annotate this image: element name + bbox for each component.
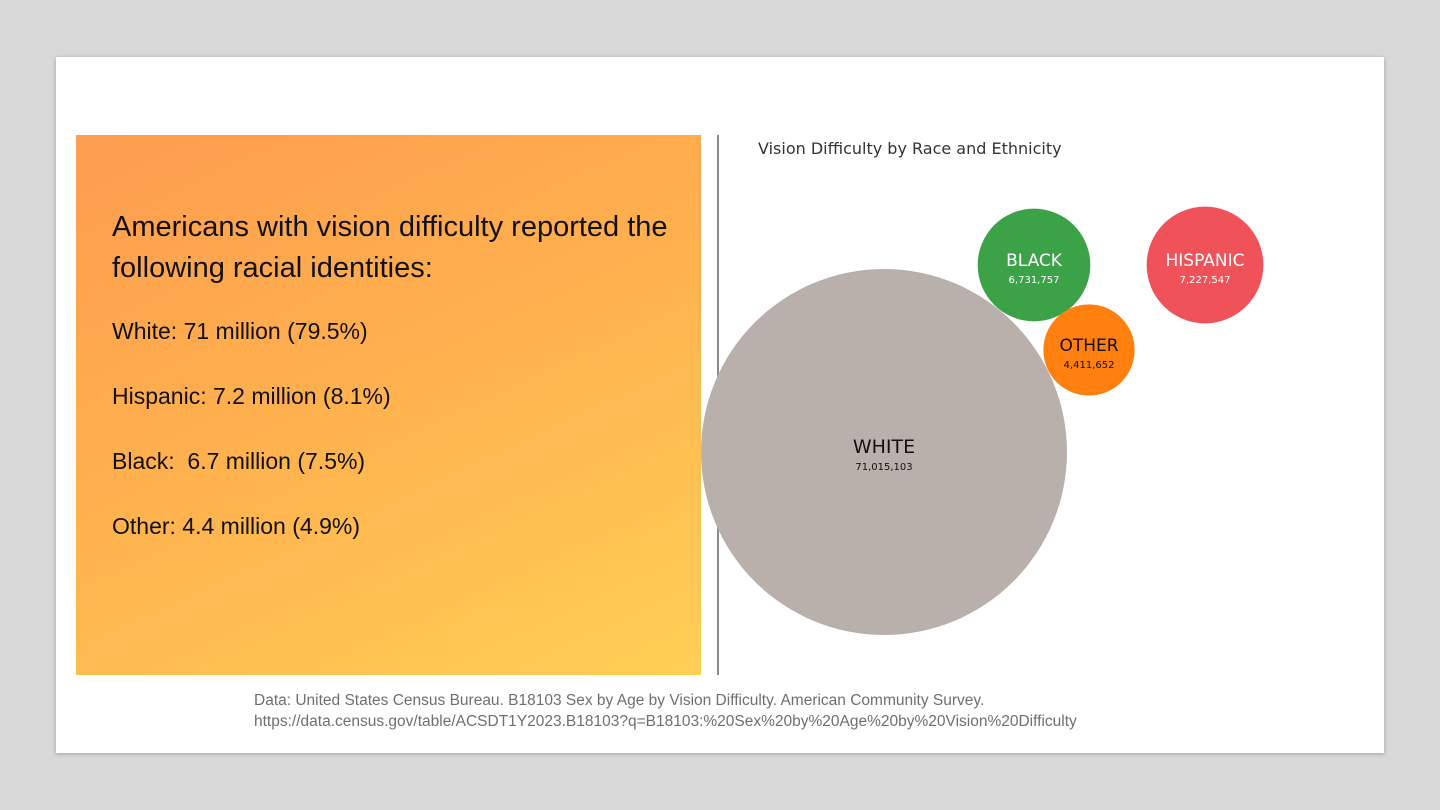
bubble-value-other: 4,411,652 xyxy=(1064,360,1115,371)
bubble-hispanic xyxy=(1146,206,1264,324)
bubble-value-black: 6,731,757 xyxy=(1009,275,1060,286)
bubble-label-black: BLACK xyxy=(1006,251,1063,271)
bubble-label-other: OTHER xyxy=(1059,336,1118,356)
stat-hispanic: Hispanic: 7.2 million (8.1%) xyxy=(112,383,391,409)
bubble-black xyxy=(977,208,1091,322)
source-line-2: https://data.census.gov/table/ACSDT1Y202… xyxy=(254,713,1077,730)
stat-white: White: 71 million (79.5%) xyxy=(112,318,368,344)
slide: Americans with vision difficulty reporte… xyxy=(56,57,1384,753)
bubble-label-hispanic: HISPANIC xyxy=(1166,251,1245,271)
stat-other: Other: 4.4 million (4.9%) xyxy=(112,513,360,539)
source-line-1: Data: United States Census Bureau. B1810… xyxy=(254,692,985,709)
bubble-value-white: 71,015,103 xyxy=(855,462,912,473)
source-citation: Data: United States Census Bureau. B1810… xyxy=(254,690,1077,732)
bubble-label-white: WHITE xyxy=(853,436,915,458)
stat-black: Black: 6.7 million (7.5%) xyxy=(112,448,366,474)
bubble-chart: WHITE 71,015,103 BLACK 6,731,757 HISPANIC 7,2… xyxy=(701,206,1264,635)
bubble-other xyxy=(1043,304,1135,396)
summary-panel: Americans with vision difficulty reporte… xyxy=(76,135,701,675)
headline: Americans with vision difficulty reporte… xyxy=(112,211,668,284)
bubble-white xyxy=(701,269,1067,635)
bubble-value-hispanic: 7,227,547 xyxy=(1180,275,1231,286)
chart-title: Vision Difficulty by Race and Ethnicity xyxy=(758,139,1062,158)
